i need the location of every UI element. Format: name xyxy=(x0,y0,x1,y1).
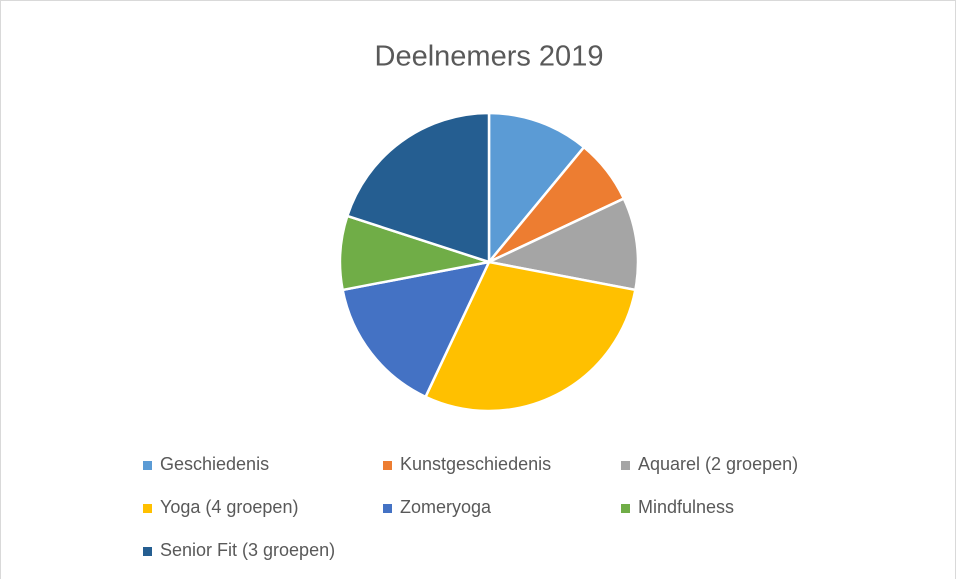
legend-label: Geschiedenis xyxy=(160,454,269,474)
legend-label: Aquarel (2 groepen) xyxy=(638,454,798,474)
legend-swatch xyxy=(621,504,630,513)
legend-label: Kunstgeschiedenis xyxy=(400,454,551,474)
pie-slice xyxy=(341,260,492,399)
legend-swatch xyxy=(143,461,152,470)
legend-label: Yoga (4 groepen) xyxy=(160,497,298,517)
legend-label: Mindfulness xyxy=(638,497,734,517)
legend-swatch xyxy=(143,504,152,513)
pie-slice xyxy=(487,111,586,266)
legend-swatch xyxy=(143,547,152,556)
legend-label: Senior Fit (3 groepen) xyxy=(160,540,335,560)
legend-label: Zomeryoga xyxy=(400,497,492,517)
legend-swatch xyxy=(383,461,392,470)
pie-slice xyxy=(484,196,640,292)
pie-slice xyxy=(345,111,491,264)
legend-swatch xyxy=(621,461,630,470)
chart-title: Deelnemers 2019 xyxy=(375,41,604,73)
pie-slice xyxy=(423,260,637,413)
legend-swatch xyxy=(383,504,392,513)
